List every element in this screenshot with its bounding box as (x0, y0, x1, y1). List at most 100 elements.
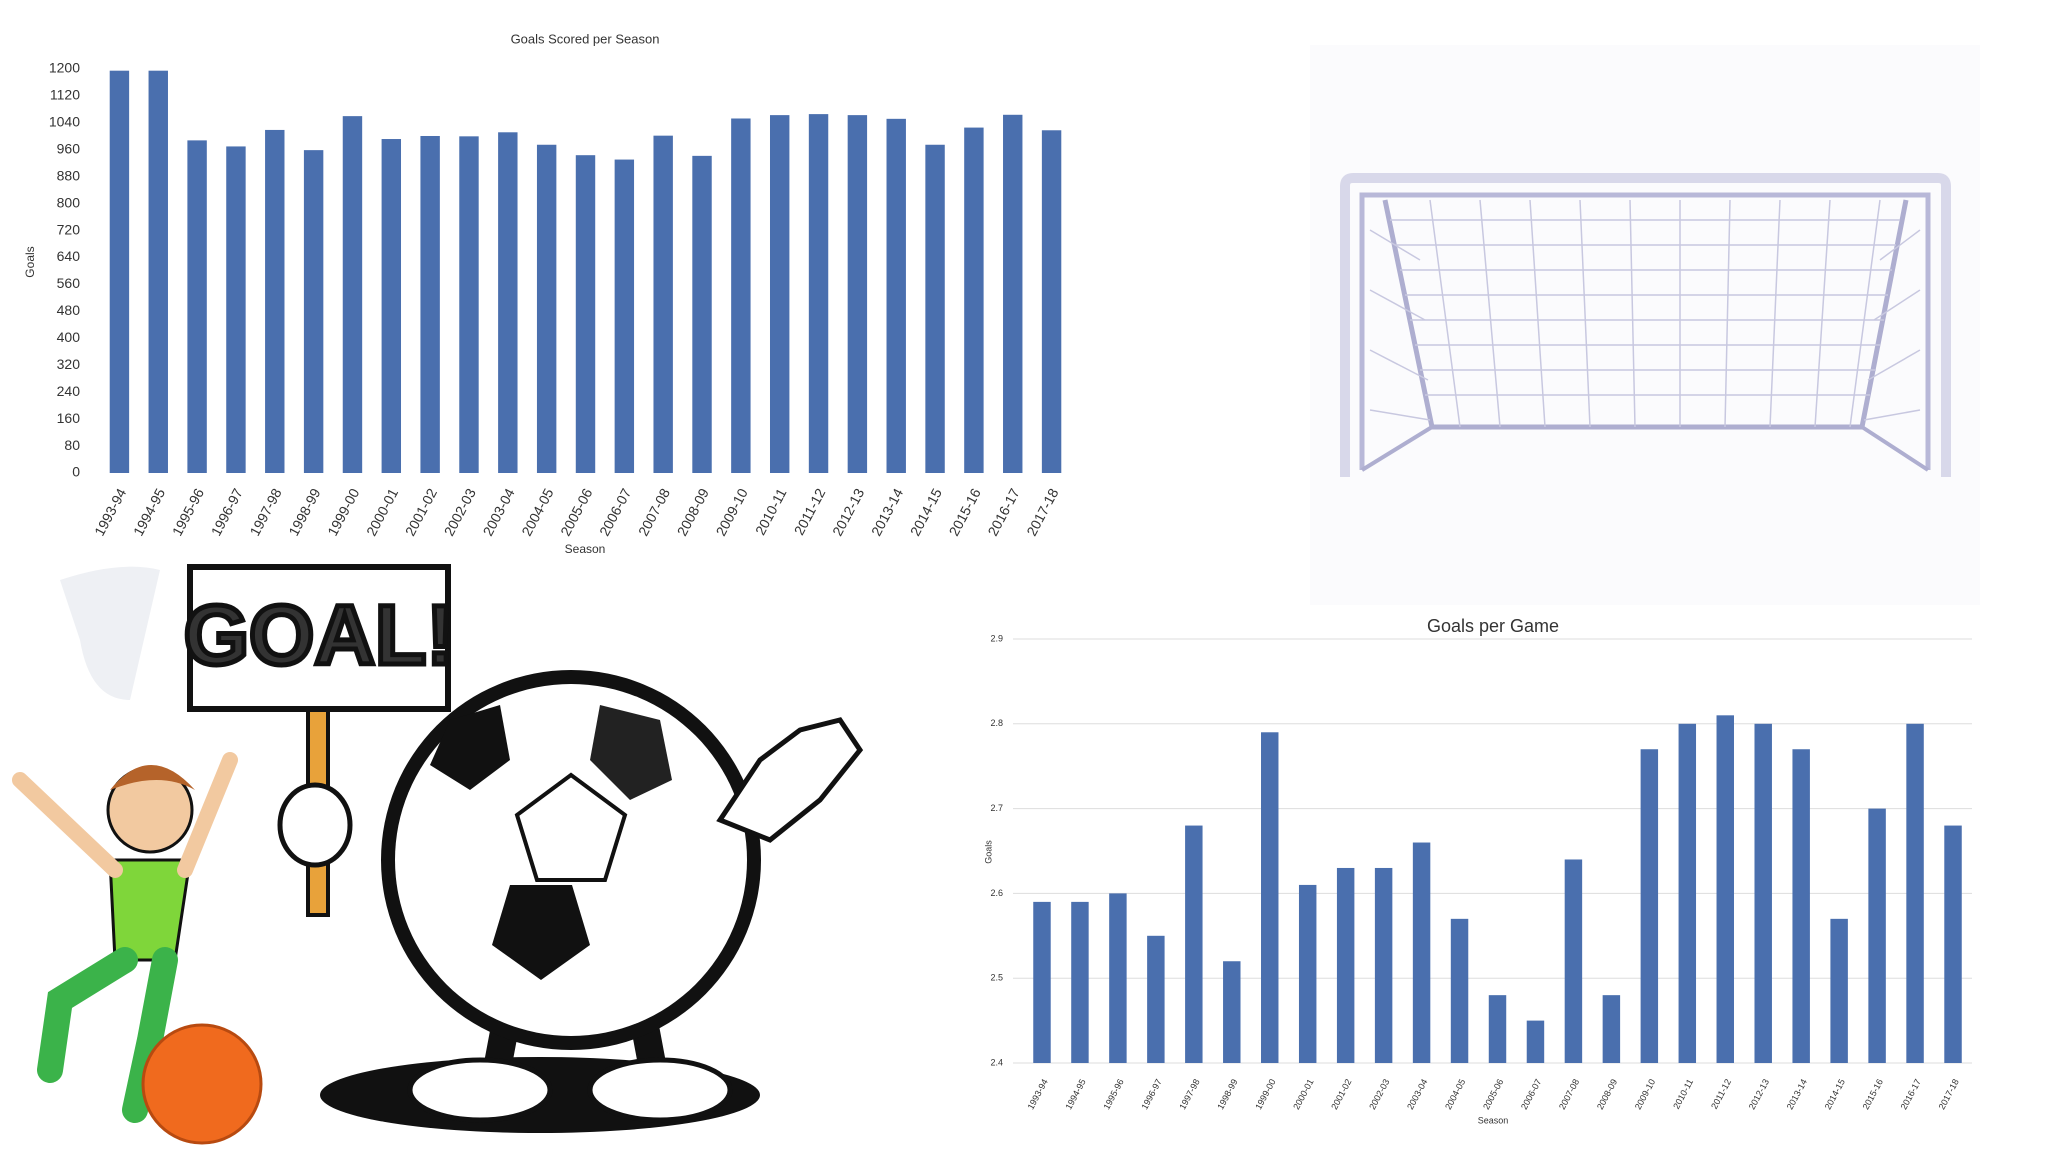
y-tick-label: 800 (57, 194, 81, 210)
chart-title: Goals Scored per Season (511, 31, 660, 46)
bar (1261, 732, 1279, 1063)
y-tick-label: 80 (64, 437, 80, 453)
x-tick-label: 2017-18 (1023, 485, 1061, 538)
x-tick-label: 2013-14 (1785, 1077, 1809, 1111)
left-shoe (407, 1057, 553, 1123)
x-tick-label: 1997-98 (1177, 1077, 1201, 1111)
bar (925, 144, 945, 473)
x-tick-label: 2013-14 (868, 485, 906, 538)
bar (1109, 893, 1127, 1063)
bar (109, 70, 130, 473)
orange-ball (141, 1023, 263, 1145)
ball-pentagon (514, 772, 628, 882)
x-tick-label: 2012-13 (829, 485, 867, 538)
bar (1223, 961, 1241, 1063)
background-swoosh (60, 566, 160, 700)
player-legs (37, 947, 178, 1123)
bar (1830, 918, 1848, 1063)
x-tick-label: 2015-16 (1861, 1077, 1885, 1111)
bar (614, 159, 635, 473)
x-tick-label: 2016-17 (1899, 1077, 1923, 1111)
x-tick-label: 1993-94 (1026, 1077, 1050, 1111)
x-tick-label: 1996-97 (208, 485, 246, 538)
bar (1336, 867, 1355, 1063)
chart-title: Goals per Game (1427, 616, 1559, 636)
y-tick-label: 960 (57, 141, 81, 157)
goal-base (1360, 425, 1930, 472)
x-tick-label: 2003-04 (479, 485, 517, 538)
bar (187, 140, 207, 473)
y-tick-label: 2.5 (990, 973, 1003, 983)
bar (498, 132, 518, 473)
bar (381, 139, 402, 473)
y-tick-label: 1040 (49, 114, 80, 130)
bar (536, 144, 557, 473)
y-tick-label: 480 (57, 302, 81, 318)
bar (1868, 808, 1886, 1063)
y-tick-label: 2.6 (990, 888, 1003, 898)
x-tick-label: 2002-03 (1367, 1077, 1391, 1111)
bar (575, 155, 596, 474)
bar (1374, 867, 1393, 1063)
bar (1488, 995, 1507, 1063)
x-tick-label: 2011-12 (1709, 1077, 1733, 1110)
sign-text: GOAL! (184, 588, 455, 682)
x-tick-label: 1995-96 (1101, 1077, 1125, 1111)
x-tick-label: 2014-15 (1823, 1077, 1847, 1111)
x-tick-label: 2006-07 (596, 485, 634, 538)
y-tick-label: 720 (57, 221, 81, 237)
y-tick-label: 2.7 (990, 803, 1003, 813)
player-arms (12, 752, 238, 878)
bar (692, 155, 712, 474)
goal-net-illustration (1310, 45, 1980, 605)
x-tick-label: 2000-01 (363, 485, 401, 538)
y-tick-label: 880 (57, 167, 81, 183)
y-tick-label: 0 (72, 464, 80, 480)
x-axis-label: Season (1478, 1115, 1509, 1125)
x-tick-label: 2000-01 (1291, 1077, 1315, 1111)
x-tick-label: 2003-04 (1405, 1077, 1429, 1111)
x-axis-label: Season (565, 542, 606, 556)
bar (1185, 825, 1203, 1063)
x-tick-label: 1997-98 (246, 485, 284, 538)
bar (1071, 901, 1089, 1063)
x-tick-label: 2015-16 (946, 485, 984, 538)
x-tick-label: 2009-10 (1633, 1077, 1657, 1111)
right-shoe (587, 1057, 733, 1123)
x-tick-label: 2007-08 (1557, 1077, 1581, 1111)
y-tick-label: 240 (57, 383, 81, 399)
x-tick-label: 2014-15 (907, 485, 945, 538)
x-tick-label: 2011-12 (791, 485, 829, 537)
y-tick-label: 2.9 (990, 633, 1003, 643)
net-background (1310, 45, 1980, 605)
player-hair (110, 765, 195, 790)
x-tick-label: 1998-99 (1215, 1077, 1239, 1111)
bar (1412, 842, 1431, 1063)
x-tick-label: 2008-09 (674, 485, 712, 538)
x-tick-label: 2010-11 (1671, 1077, 1695, 1110)
y-tick-label: 1120 (50, 87, 80, 103)
bar (808, 114, 829, 473)
x-tick-label: 1993-94 (91, 485, 129, 538)
bar (731, 118, 751, 474)
x-tick-label: 2005-06 (1481, 1077, 1505, 1111)
y-tick-label: 320 (57, 356, 81, 372)
cartoon-illustration: GOAL! (12, 564, 864, 1145)
bar (420, 135, 440, 473)
x-tick-label: 2001-02 (1329, 1077, 1353, 1111)
goal-frame (1340, 173, 1951, 477)
y-tick-label: 160 (57, 410, 81, 426)
bar (847, 115, 868, 473)
bar (1792, 749, 1810, 1063)
bar (1678, 723, 1697, 1063)
bar (653, 135, 673, 473)
x-tick-label: 1999-00 (324, 485, 362, 538)
x-tick-label: 1996-97 (1139, 1077, 1163, 1111)
bar (1944, 825, 1962, 1063)
x-tick-label: 2004-05 (518, 485, 556, 538)
goal-posts (1359, 192, 1931, 470)
bar (964, 127, 984, 473)
sign-board (187, 564, 451, 712)
y-tick-label: 1200 (49, 60, 80, 76)
bar (1754, 723, 1772, 1063)
